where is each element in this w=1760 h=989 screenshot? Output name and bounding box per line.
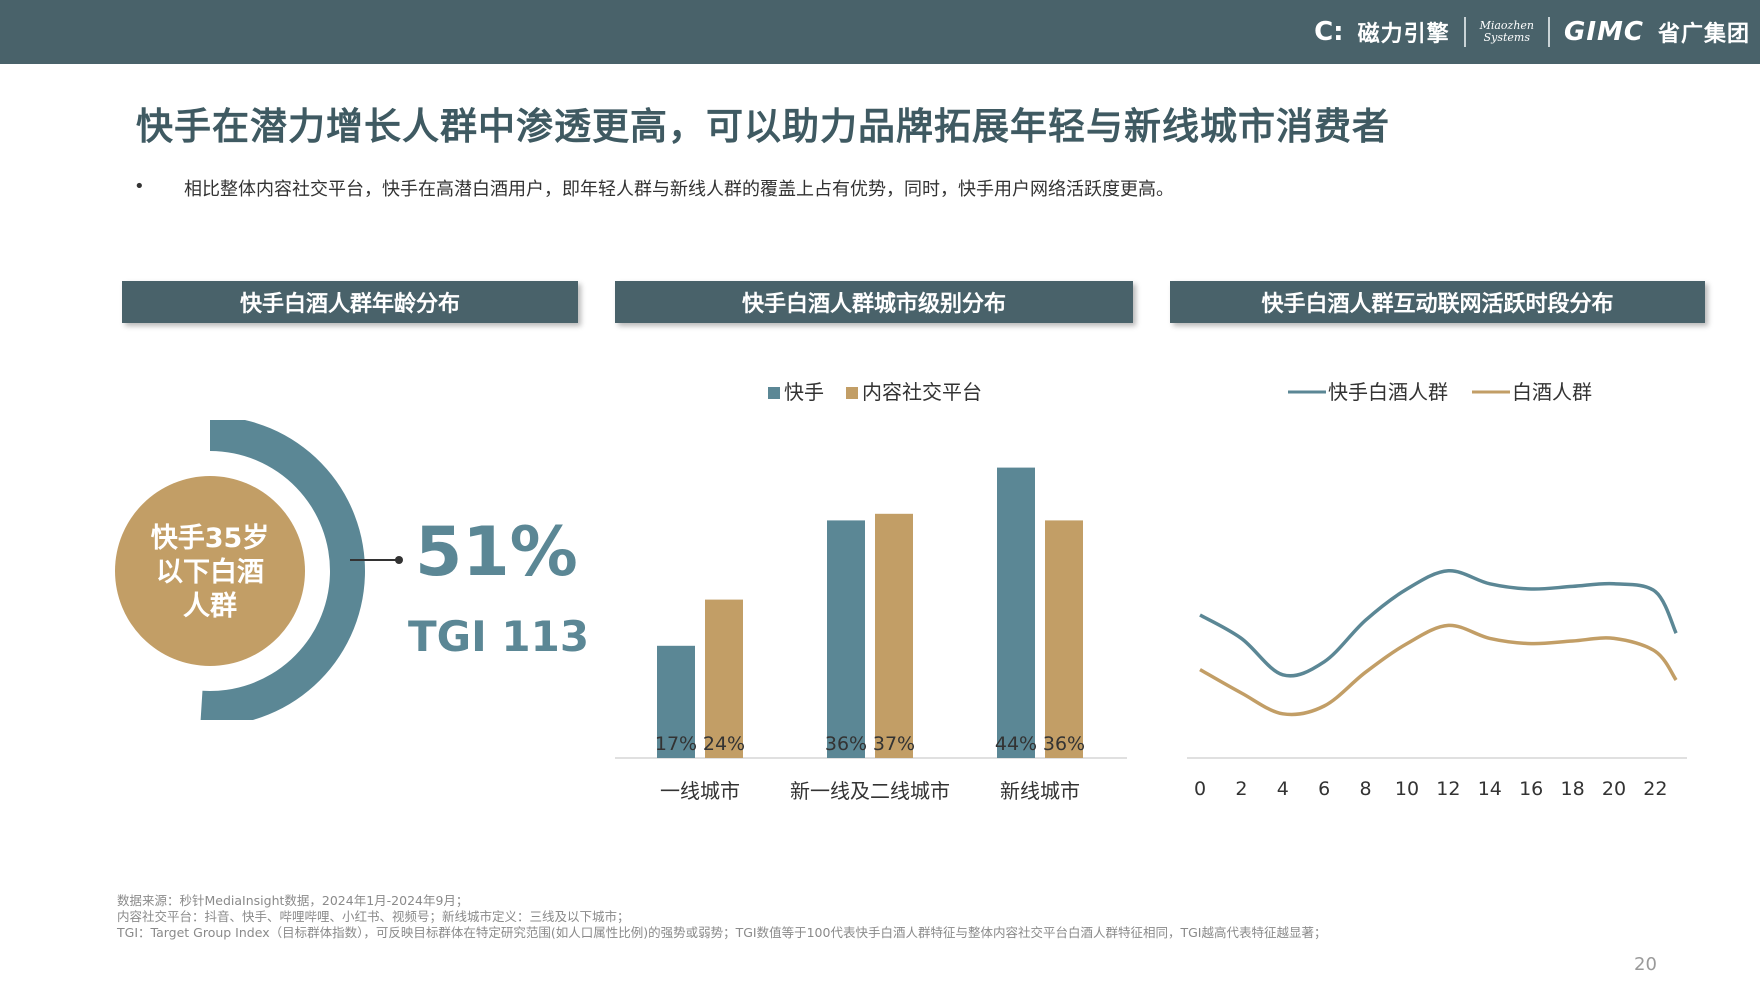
line-group: 0 2 4 6 8 10 12 14 16 18 20 22 <box>1194 569 1678 800</box>
footnotes: 数据来源：秒针MediaInsight数据，2024年1月-2024年9月； 内… <box>117 893 1326 941</box>
legend-label-platform: 内容社交平台 <box>862 380 982 404</box>
legend-label-kuaishou: 快手 <box>784 380 824 404</box>
bar-platform-2 <box>1045 520 1083 758</box>
series-line-baijiu <box>1199 623 1678 717</box>
category-label: 新线城市 <box>1000 779 1080 803</box>
callout-dot <box>395 556 403 564</box>
category-label: 一线城市 <box>660 779 740 803</box>
bar-value-label: 44% <box>995 733 1037 755</box>
series-line-kuaishou-baijiu <box>1199 569 1678 678</box>
top-bar: C: 磁力引擎 Miaozhen Systems GIMC 省广集团 <box>0 0 1760 64</box>
legend-label-kuaishou-baijiu: 快手白酒人群 <box>1328 380 1448 404</box>
gimc-logo: GIMC <box>1564 17 1644 47</box>
slide-description: 相比整体内容社交平台，快手在高潜白酒用户，即年轻人群与新线人群的覆盖上占有优势，… <box>184 179 1174 200</box>
bar-kuaishou-0 <box>657 645 695 758</box>
age-chart-header: 快手白酒人群年龄分布 <box>122 281 578 323</box>
logo-divider <box>1548 17 1551 47</box>
x-tick-label: 2 <box>1235 778 1247 800</box>
x-tick-label: 4 <box>1277 778 1289 800</box>
footnote-source: 数据来源：秒针MediaInsight数据，2024年1月-2024年9月； <box>117 893 469 908</box>
city-bar-chart: 快手 内容社交平台 17% 24% 一线城市 36% 37% 新一线及二线城市 44% 36%… <box>615 380 1127 803</box>
x-tick-label: 10 <box>1395 778 1419 800</box>
bar-value-label: 36% <box>825 733 867 755</box>
bar-value-label: 37% <box>873 733 915 755</box>
gimc-logo-cn: 省广集团 <box>1657 22 1750 47</box>
city-chart-header: 快手白酒人群城市级别分布 <box>615 281 1133 323</box>
activity-chart-header: 快手白酒人群互动联网活跃时段分布 <box>1170 281 1705 323</box>
category-label: 新一线及二线城市 <box>790 779 950 803</box>
age-donut-chart: 快手35岁 以下白酒 人群 51% TGI 113 <box>115 420 589 720</box>
x-tick-label: 20 <box>1602 778 1626 800</box>
bar-platform-1 <box>875 513 913 758</box>
bar-platform-0 <box>705 599 743 758</box>
bar-value-label: 17% <box>655 733 697 755</box>
page-number: 20 <box>1634 954 1657 975</box>
bar-kuaishou-1 <box>827 520 865 758</box>
donut-center-circle <box>115 476 305 666</box>
center-label-line2: 以下白酒 <box>156 556 264 588</box>
miaozhen-logo: Miaozhen Systems <box>1480 20 1534 44</box>
bar-value-label: 24% <box>703 733 745 755</box>
miaozhen-logo-line2: Systems <box>1483 31 1530 44</box>
center-label-line1: 快手35岁 <box>151 523 270 554</box>
x-tick-label: 14 <box>1478 778 1502 800</box>
legend-label-baijiu: 白酒人群 <box>1512 380 1592 404</box>
bar-kuaishou-2 <box>997 467 1035 758</box>
x-tick-label: 0 <box>1194 778 1206 800</box>
footnote-definitions: 内容社交平台：抖音、快手、哔哩哔哩、小红书、视频号；新线城市定义：三线及以下城市… <box>117 909 630 924</box>
x-tick-label: 8 <box>1360 778 1372 800</box>
activity-line-chart: 快手白酒人群 白酒人群 0 2 4 6 8 10 12 14 16 18 20 22 <box>1187 380 1687 800</box>
legend-swatch-kuaishou <box>768 387 780 399</box>
brand-logo-text: 磁力引擎 <box>1357 22 1450 47</box>
tgi-value: TGI 113 <box>408 612 589 661</box>
logo-divider <box>1463 17 1466 47</box>
x-tick-label: 6 <box>1318 778 1330 800</box>
bullet-dot: • <box>134 176 145 197</box>
donut-arc <box>200 420 365 720</box>
x-tick-label: 18 <box>1561 778 1585 800</box>
x-tick-label: 12 <box>1436 778 1460 800</box>
share-value: 51% <box>415 513 578 592</box>
bar-value-label: 36% <box>1043 733 1085 755</box>
x-tick-label: 22 <box>1643 778 1667 800</box>
center-label-line3: 人群 <box>183 591 237 622</box>
legend-swatch-platform <box>846 387 858 399</box>
slide-title: 快手在潜力增长人群中渗透更高，可以助力品牌拓展年轻与新线城市消费者 <box>136 105 1390 148</box>
bar-group: 17% 24% 一线城市 36% 37% 新一线及二线城市 44% 36% 新线城市 <box>655 467 1085 803</box>
footnote-tgi: TGI：Target Group Index（目标群体指数），可反映目标群体在特… <box>117 925 1327 940</box>
logo-group: C: 磁力引擎 Miaozhen Systems GIMC 省广集团 <box>1314 0 1750 64</box>
x-tick-label: 16 <box>1519 778 1543 800</box>
magnet-logo-icon: C: <box>1314 17 1344 47</box>
miaozhen-logo-line1: Miaozhen <box>1479 19 1535 32</box>
